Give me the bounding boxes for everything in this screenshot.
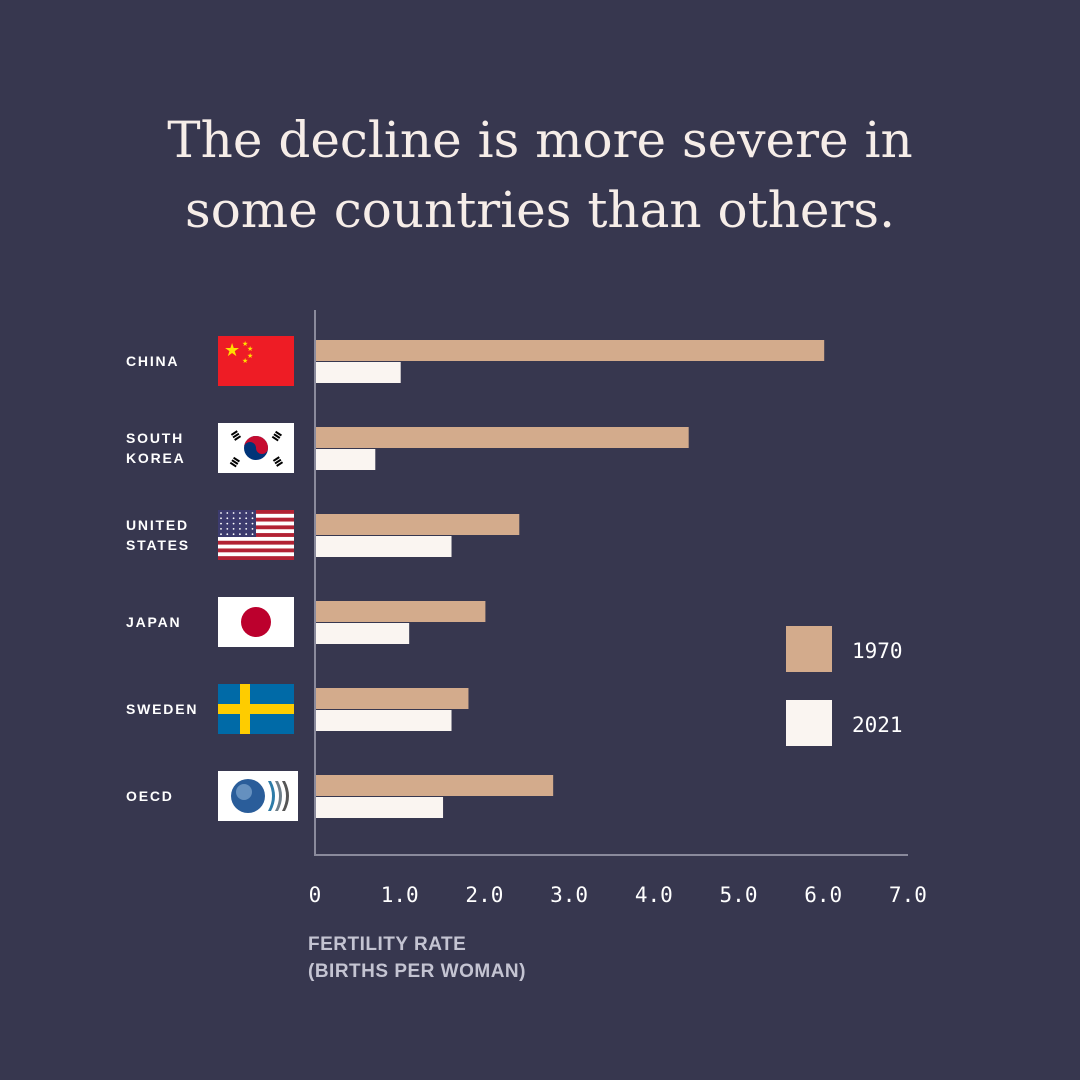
category-label: KOREA [126, 450, 186, 466]
svg-text:★: ★ [247, 345, 253, 353]
bar-2021-sweden [316, 710, 452, 731]
category-label: STATES [126, 537, 190, 553]
sweden-flag-icon [218, 684, 294, 734]
category-label: UNITED [126, 517, 189, 533]
legend-swatch-2021 [786, 700, 832, 746]
bar-2021-oecd [316, 797, 444, 818]
bar-2021-japan [316, 623, 410, 644]
bar-2021-south-korea [316, 449, 376, 470]
china-flag-icon: ★ ★★★★ [218, 336, 294, 386]
bar-1970-sweden [316, 688, 469, 709]
x-axis-label-line-1: FERTILITY RATE [308, 934, 466, 955]
bar-1970-oecd [316, 775, 554, 796]
title-line-2: some countries than others. [185, 181, 895, 239]
x-tick-label: 5.0 [720, 883, 758, 907]
bar-1970-united-states [316, 514, 520, 535]
bar-2021-china [316, 362, 401, 383]
svg-text:★: ★ [242, 357, 248, 365]
united-states-flag-icon [218, 510, 294, 560]
x-tick-label: 6.0 [804, 883, 842, 907]
bar-1970-china [316, 340, 825, 361]
category-label: SOUTH [126, 430, 184, 446]
bar-1970-south-korea [316, 427, 689, 448]
category-label: CHINA [126, 353, 179, 369]
x-tick-label: 4.0 [635, 883, 673, 907]
category-label: JAPAN [126, 614, 181, 630]
bar-1970-japan [316, 601, 486, 622]
x-tick-label: 2.0 [465, 883, 503, 907]
svg-text:★: ★ [242, 340, 248, 348]
x-tick-label: 7.0 [889, 883, 927, 907]
title-line-1: The decline is more severe in [167, 111, 913, 169]
x-tick-label: 1.0 [381, 883, 419, 907]
oecd-logo-icon [218, 771, 298, 821]
legend-label-1970: 1970 [852, 639, 903, 663]
japan-flag-icon [218, 597, 294, 647]
x-tick-label: 0 [309, 883, 322, 907]
svg-text:★: ★ [224, 340, 240, 360]
legend-swatch-1970 [786, 626, 832, 672]
svg-text:★: ★ [247, 352, 253, 360]
bar-2021-united-states [316, 536, 452, 557]
category-label: SWEDEN [126, 701, 198, 717]
x-axis-label-line-2: (BIRTHS PER WOMAN) [308, 961, 526, 982]
south-korea-flag-icon [218, 423, 294, 473]
category-label: OECD [126, 788, 174, 804]
x-tick-label: 3.0 [550, 883, 588, 907]
legend-label-2021: 2021 [852, 713, 903, 737]
chart-title: The decline is more severe in some countr… [0, 105, 1080, 245]
